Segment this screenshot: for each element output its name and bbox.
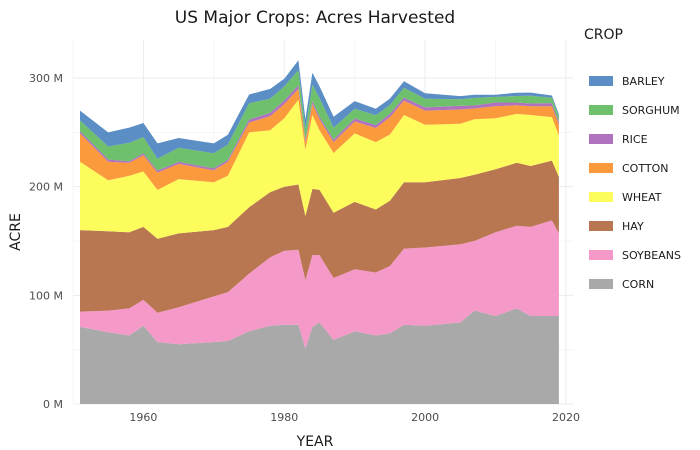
legend-swatch [589,134,613,144]
legend-item-corn[interactable]: CORN [589,278,654,291]
legend-label: BARLEY [622,75,665,88]
legend-swatch [589,163,613,173]
area-wheat[interactable] [80,99,559,239]
legend-item-wheat[interactable]: WHEAT [589,191,662,204]
legend-swatch [589,279,613,289]
x-tick-label: 1980 [270,411,298,424]
area-series-group [80,60,559,404]
legend-title: CROP [584,27,623,43]
y-axis-title: ACRE [8,213,24,251]
legend-item-sorghum[interactable]: SORGHUM [589,104,680,117]
legend-item-soybeans[interactable]: SOYBEANS [589,249,681,262]
legend-item-rice[interactable]: RICE [589,133,648,146]
area-soybeans[interactable] [80,220,559,349]
area-corn[interactable] [80,308,559,404]
legend-label: COTTON [622,162,668,175]
x-tick-label: 2020 [552,411,580,424]
legend-label: SOYBEANS [622,249,681,262]
legend-swatch [589,105,613,115]
y-tick-label: 200 M [29,181,63,194]
legend[interactable]: CROP BARLEY SORGHUM RICE COTTON WHEAT HAY SOYB… [584,27,681,291]
area-cotton[interactable] [80,88,559,190]
x-tick-label: 2000 [411,411,439,424]
legend-item-cotton[interactable]: COTTON [589,162,668,175]
x-axis-title: YEAR [296,434,334,450]
legend-label: SORGHUM [622,104,680,117]
legend-swatch [589,221,613,231]
area-sorghum[interactable] [80,70,559,171]
legend-swatch [589,250,613,260]
legend-label: HAY [622,220,644,233]
legend-label: WHEAT [622,191,662,204]
area-hay[interactable] [80,160,559,313]
legend-swatch [589,76,613,86]
legend-item-hay[interactable]: HAY [589,220,644,233]
legend-item-barley[interactable]: BARLEY [589,75,665,88]
axes: 0 M 100 M 200 M 300 M 1960 1980 2000 2020 [29,72,580,424]
y-tick-label: 0 M [43,398,63,411]
y-tick-label: 300 M [29,72,63,85]
y-tick-label: 100 M [29,289,63,302]
legend-swatch [589,192,613,202]
x-tick-label: 1960 [129,411,157,424]
area-rice[interactable] [80,85,559,173]
legend-label: CORN [622,278,654,291]
chart-title: US Major Crops: Acres Harvested [175,8,455,28]
legend-label: RICE [622,133,648,146]
